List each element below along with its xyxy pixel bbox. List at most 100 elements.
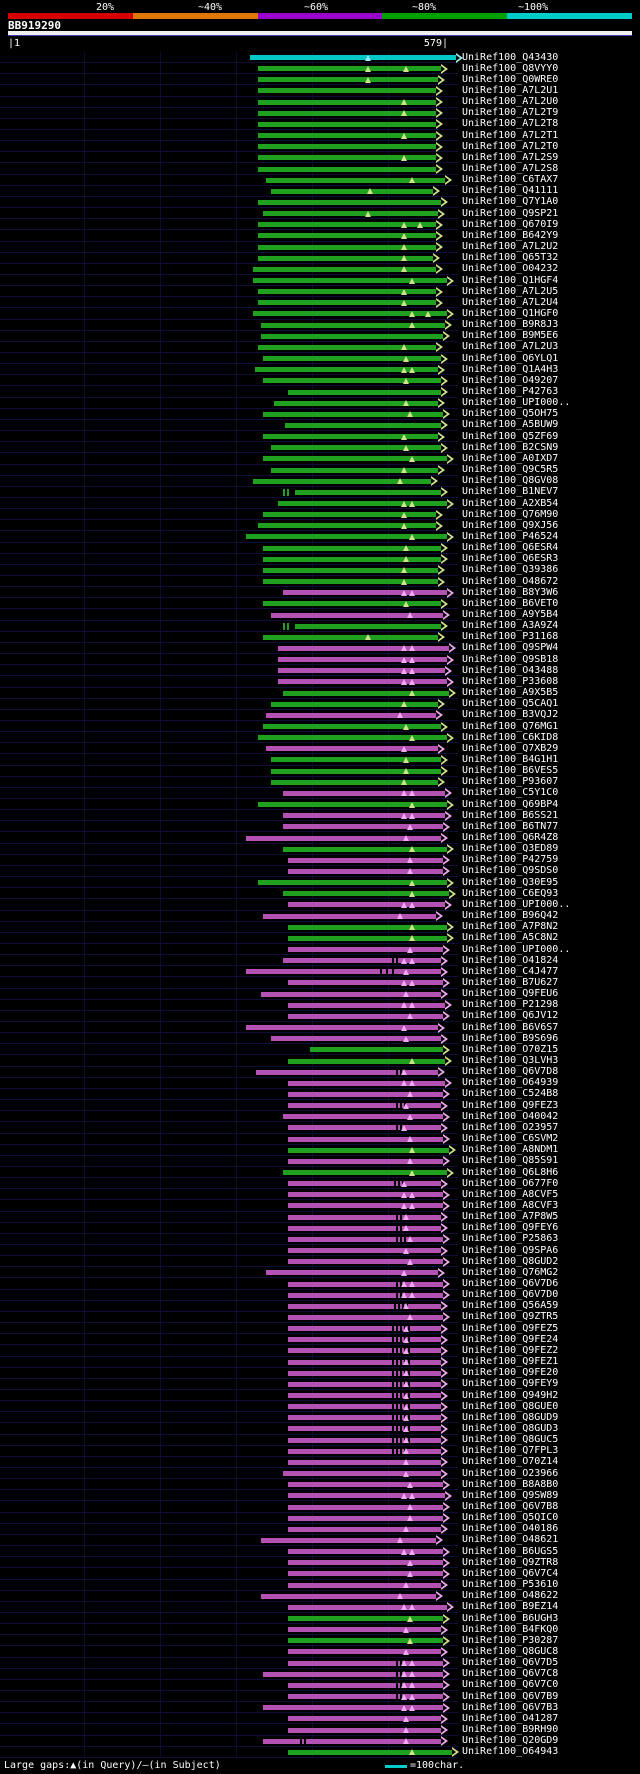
alignment-bar[interactable] bbox=[258, 255, 433, 261]
alignment-bar[interactable] bbox=[283, 590, 447, 596]
alignment-bar[interactable] bbox=[288, 1727, 441, 1733]
hit-label[interactable]: UniRef100_Q41111 bbox=[462, 185, 559, 197]
alignment-bar[interactable] bbox=[288, 1526, 441, 1532]
hit-label[interactable]: UniRef100_P21298 bbox=[462, 999, 559, 1011]
hit-label[interactable]: UniRef100_A8NDM1 bbox=[462, 1144, 559, 1156]
alignment-bar[interactable] bbox=[288, 1203, 443, 1209]
alignment-bar[interactable] bbox=[288, 1604, 447, 1610]
alignment-bar[interactable] bbox=[258, 110, 436, 116]
hit-label[interactable]: UniRef100_C4J477 bbox=[462, 965, 559, 977]
alignment-bar[interactable] bbox=[288, 1459, 441, 1465]
hit-label[interactable]: UniRef100_Q6V7B3 bbox=[462, 1701, 559, 1713]
alignment-bar[interactable] bbox=[288, 389, 441, 395]
hit-label[interactable]: UniRef100_Q9FEZ5 bbox=[462, 1322, 559, 1334]
alignment-bar[interactable] bbox=[263, 1705, 443, 1711]
alignment-bar[interactable] bbox=[283, 690, 449, 696]
hit-label[interactable]: UniRef100_P42763 bbox=[462, 386, 559, 397]
hit-label[interactable]: UniRef100_A9Y5B4 bbox=[462, 609, 559, 620]
alignment-bar[interactable] bbox=[271, 612, 443, 618]
hit-label[interactable]: UniRef100_Q6V7D5 bbox=[462, 1657, 559, 1669]
alignment-bar[interactable] bbox=[278, 668, 445, 674]
alignment-bar[interactable] bbox=[263, 211, 438, 217]
alignment-bar[interactable] bbox=[253, 311, 447, 317]
hit-label[interactable]: UniRef100_B1NEV7 bbox=[462, 486, 559, 498]
hit-label[interactable]: UniRef100_UPI000.. bbox=[462, 943, 571, 955]
alignment-bar[interactable] bbox=[258, 300, 436, 306]
hit-label[interactable]: UniRef100_Q6R4Z8 bbox=[462, 832, 559, 843]
alignment-bar[interactable] bbox=[258, 88, 436, 94]
hit-label[interactable]: UniRef100_Q9FEY9 bbox=[462, 1378, 559, 1390]
hit-label[interactable]: UniRef100_O677F0 bbox=[462, 1177, 559, 1189]
alignment-bar[interactable] bbox=[288, 1549, 443, 1555]
hit-label[interactable]: UniRef100_Q1HGF4 bbox=[462, 274, 559, 286]
alignment-bar[interactable] bbox=[288, 1080, 445, 1086]
alignment-bar[interactable] bbox=[288, 1504, 443, 1510]
hit-label[interactable]: UniRef100_Q9FE24 bbox=[462, 1333, 559, 1345]
alignment-bar[interactable] bbox=[288, 1013, 443, 1019]
hit-label[interactable]: UniRef100_Q7FPL3 bbox=[462, 1445, 559, 1457]
hit-label[interactable]: UniRef100_Q8GV08 bbox=[462, 475, 559, 487]
alignment-bar[interactable] bbox=[278, 645, 449, 651]
hit-label[interactable]: UniRef100_A8CVF3 bbox=[462, 1199, 559, 1211]
alignment-bar[interactable] bbox=[261, 991, 441, 997]
hit-label[interactable]: UniRef100_P53610 bbox=[462, 1579, 559, 1591]
alignment-bar[interactable] bbox=[258, 166, 436, 172]
hit-label[interactable]: UniRef100_O70Z15 bbox=[462, 1043, 559, 1055]
alignment-bar[interactable] bbox=[258, 523, 436, 529]
alignment-bar[interactable] bbox=[271, 779, 438, 785]
alignment-bar[interactable] bbox=[288, 1493, 445, 1499]
hit-label[interactable]: UniRef100_Q6L8H6 bbox=[462, 1166, 559, 1178]
alignment-bar[interactable] bbox=[288, 1627, 441, 1633]
hit-label[interactable]: UniRef100_Q5CAQ1 bbox=[462, 698, 559, 710]
alignment-bar[interactable] bbox=[263, 724, 441, 729]
hit-label[interactable]: UniRef100_C524B8 bbox=[462, 1088, 559, 1100]
hit-label[interactable]: UniRef100_Q8VYY0 bbox=[462, 62, 559, 74]
alignment-bar[interactable] bbox=[288, 1448, 441, 1454]
hit-label[interactable]: UniRef100_Q5ZF69 bbox=[462, 430, 559, 442]
hit-label[interactable]: UniRef100_O48621 bbox=[462, 1534, 559, 1546]
hit-label[interactable]: UniRef100_B2CSN9 bbox=[462, 441, 559, 453]
alignment-bar[interactable] bbox=[288, 1482, 443, 1488]
hit-label[interactable]: UniRef100_Q5OH75 bbox=[462, 408, 559, 420]
alignment-bar[interactable] bbox=[278, 657, 447, 663]
alignment-bar[interactable] bbox=[263, 634, 438, 640]
alignment-bar[interactable] bbox=[263, 545, 441, 551]
hit-label[interactable]: UniRef100_O40186 bbox=[462, 1523, 559, 1535]
alignment-bar[interactable] bbox=[288, 1616, 443, 1621]
hit-label[interactable]: UniRef100_O04232 bbox=[462, 263, 559, 275]
hit-label[interactable]: UniRef100_Q6V7B9 bbox=[462, 1690, 559, 1702]
hit-label[interactable]: UniRef100_Q9ZTR5 bbox=[462, 1311, 559, 1323]
alignment-bar[interactable] bbox=[288, 1125, 441, 1131]
hit-label[interactable]: UniRef100_Q949H2 bbox=[462, 1389, 559, 1401]
hit-label[interactable]: UniRef100_Q65T32 bbox=[462, 252, 559, 264]
hit-label[interactable]: UniRef100_B9RH90 bbox=[462, 1724, 559, 1735]
hit-label[interactable]: UniRef100_B9S696 bbox=[462, 1032, 559, 1044]
alignment-bar[interactable] bbox=[288, 1694, 443, 1700]
hit-label[interactable]: UniRef100_A8CVF5 bbox=[462, 1188, 559, 1200]
hit-label[interactable]: UniRef100_C6SVM2 bbox=[462, 1133, 559, 1145]
hit-label[interactable]: UniRef100_A7L2T0 bbox=[462, 140, 559, 152]
alignment-bar[interactable] bbox=[261, 333, 443, 339]
hit-label[interactable]: UniRef100_O40042 bbox=[462, 1110, 559, 1122]
hit-label[interactable]: UniRef100_B6V6S7 bbox=[462, 1021, 559, 1033]
alignment-bar[interactable] bbox=[263, 456, 447, 462]
alignment-bar[interactable] bbox=[258, 199, 441, 205]
alignment-bar[interactable] bbox=[283, 1170, 447, 1175]
hit-label[interactable]: UniRef100_C6TAX7 bbox=[462, 174, 559, 186]
hit-label[interactable]: UniRef100_A2XB54 bbox=[462, 497, 559, 509]
hit-label[interactable]: UniRef100_Q20GD9 bbox=[462, 1735, 559, 1747]
alignment-bar[interactable] bbox=[288, 1381, 441, 1387]
hit-label[interactable]: UniRef100_B6VET0 bbox=[462, 597, 559, 609]
hit-label[interactable]: UniRef100_Q0WRE0 bbox=[462, 73, 559, 85]
alignment-bar[interactable] bbox=[263, 1671, 443, 1677]
alignment-bar[interactable] bbox=[288, 1281, 443, 1287]
alignment-bar[interactable] bbox=[288, 1214, 441, 1220]
hit-label[interactable]: UniRef100_Q3ED89 bbox=[462, 843, 559, 855]
alignment-bar[interactable] bbox=[278, 679, 447, 685]
alignment-bar[interactable] bbox=[266, 712, 436, 718]
hit-label[interactable]: UniRef100_O64943 bbox=[462, 1746, 559, 1758]
hit-label[interactable]: UniRef100_O49207 bbox=[462, 374, 559, 386]
alignment-bar[interactable] bbox=[288, 868, 443, 874]
alignment-bar[interactable] bbox=[271, 768, 441, 774]
alignment-bar[interactable] bbox=[263, 913, 436, 919]
